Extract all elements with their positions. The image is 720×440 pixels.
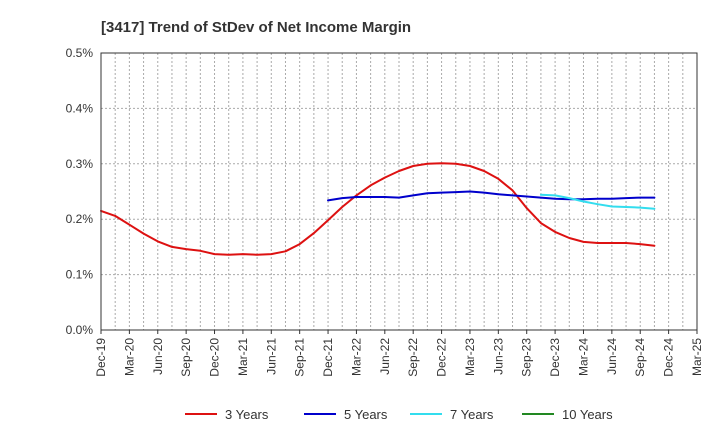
series-line-7-years [539,193,656,210]
x-tick-label: Dec-24 [662,338,676,377]
x-tick-label: Mar-24 [576,338,590,376]
series-line-5-years [327,190,656,202]
x-tick-label: Sep-22 [406,338,420,377]
x-tick-label: Sep-24 [633,338,647,377]
legend-label: 7 Years [450,407,494,422]
chart-title: [3417] Trend of StDev of Net Income Marg… [101,19,411,36]
x-tick-label: Mar-20 [122,338,136,376]
x-tick-label: Jun-20 [151,338,165,375]
x-tick-label: Jun-24 [605,338,619,375]
y-tick-label: 0.2% [66,212,94,226]
x-tick-label: Mar-23 [463,338,477,376]
series-line-3-years [100,162,656,256]
legend-label: 10 Years [562,407,613,422]
y-tick-label: 0.0% [66,323,94,337]
y-tick-label: 0.5% [66,46,94,60]
x-tick-label: Mar-22 [349,338,363,376]
x-tick-label: Dec-21 [321,338,335,377]
x-tick-label: Sep-21 [293,338,307,377]
x-tick-label: Sep-23 [520,338,534,377]
x-tick-label: Mar-25 [690,338,704,376]
legend-label: 3 Years [225,407,269,422]
grid [101,53,697,330]
axes: 0.0% 0.1% 0.2% 0.3% 0.4% 0.5% Dec-19 Mar-20 Jun-… [66,46,704,377]
x-tick-label: Mar-21 [236,338,250,376]
x-tick-label: Jun-22 [378,338,392,375]
y-tick-label: 0.4% [66,101,94,115]
x-tick-label: Jun-23 [491,338,505,375]
y-tick-label: 0.1% [66,268,94,282]
x-tick-label: Dec-22 [435,338,449,377]
legend: 3 Years 5 Years 7 Years 10 Years [185,407,613,422]
x-tick-label: Sep-20 [179,338,193,377]
x-tick-label: Dec-23 [548,338,562,377]
legend-label: 5 Years [344,407,388,422]
x-tick-label: Dec-19 [94,338,108,377]
plot-frame [100,52,698,331]
x-tick-label: Jun-21 [264,338,278,375]
x-tick-label: Dec-20 [208,338,222,377]
series-lines [100,162,656,256]
y-tick-label: 0.3% [66,157,94,171]
